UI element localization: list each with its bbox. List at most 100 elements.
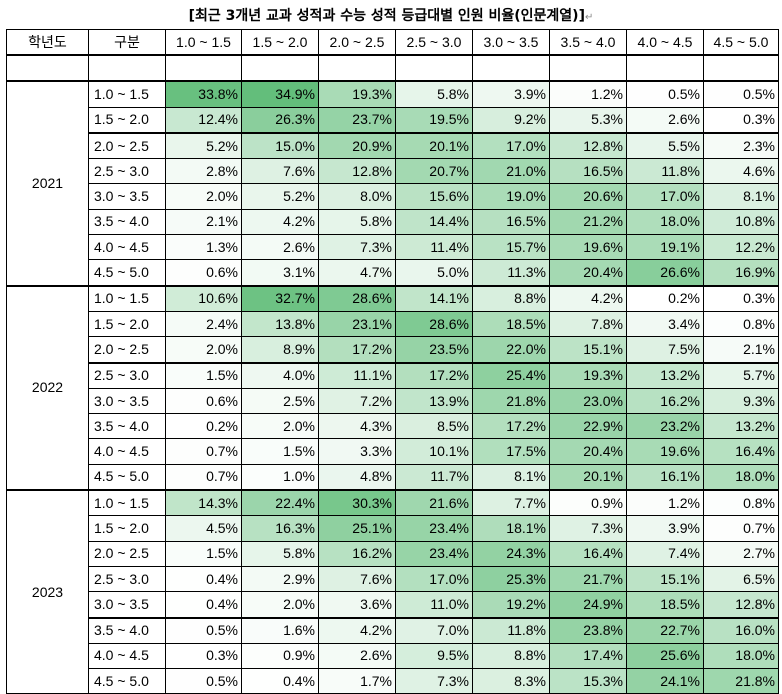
table-row: 1.5 ~ 2.0 4.5% 16.3% 25.1% 23.4% 18.1% 7.3% 3.9… <box>7 515 779 542</box>
value-cell: 20.6% <box>549 183 627 210</box>
table-row: 3.0 ~ 3.5 0.4% 2.0% 3.6% 11.0% 19.2% 24.9% 18.5… <box>7 591 779 618</box>
value-cell: 8.0% <box>318 183 396 210</box>
spacer-cell <box>318 55 396 83</box>
value-cell: 0.9% <box>241 642 319 669</box>
range-cell: 3.0 ~ 3.5 <box>88 183 166 210</box>
value-cell: 26.6% <box>626 259 704 286</box>
value-cell: 20.4% <box>549 438 627 465</box>
value-cell: 23.7% <box>318 106 396 133</box>
table-row: 4.0 ~ 4.5 1.3% 2.6% 7.3% 11.4% 15.7% 19.6% 19.1… <box>7 234 779 260</box>
value-cell: 7.6% <box>318 565 396 592</box>
spacer-cell <box>472 55 550 83</box>
value-cell: 16.0% <box>703 616 779 644</box>
value-cell: 8.3% <box>472 668 550 694</box>
header-cell-band: 1.0 ~ 1.5 <box>165 29 242 57</box>
table-body: 2021 1.0 ~ 1.5 33.8% 34.9% 19.3% 5.8% 3.9% 1.2%… <box>6 55 779 694</box>
value-cell: 7.3% <box>318 234 396 260</box>
value-cell: 16.4% <box>549 540 627 567</box>
spacer-cell <box>165 55 242 83</box>
header-cell-band: 4.5 ~ 5.0 <box>703 29 779 57</box>
value-cell: 4.3% <box>318 413 396 439</box>
value-cell: 5.5% <box>626 131 704 159</box>
table-row: 3.0 ~ 3.5 2.0% 5.2% 8.0% 15.6% 19.0% 20.6% 17.0… <box>7 183 779 210</box>
value-cell: 2.4% <box>165 310 242 337</box>
value-cell: 4.2% <box>241 208 319 235</box>
header-cell-band: 1.5 ~ 2.0 <box>241 29 319 57</box>
table-row: 4.5 ~ 5.0 0.5% 0.4% 1.7% 7.3% 8.3% 15.3% 24.1% 2… <box>7 668 779 694</box>
value-cell: 23.8% <box>549 616 627 644</box>
value-cell: 16.4% <box>703 438 779 465</box>
value-cell: 23.0% <box>549 387 627 414</box>
value-cell: 8.1% <box>472 463 550 491</box>
value-cell: 13.2% <box>703 413 779 439</box>
value-cell: 21.0% <box>472 158 550 184</box>
value-cell: 10.6% <box>165 284 242 312</box>
value-cell: 3.9% <box>472 80 550 108</box>
table-row: 2.0 ~ 2.5 5.2% 15.0% 20.9% 20.1% 17.0% 12.8% 5.… <box>7 131 779 159</box>
value-cell: 17.4% <box>549 642 627 669</box>
range-cell: 2.0 ~ 2.5 <box>88 540 166 567</box>
value-cell: 24.1% <box>626 668 704 694</box>
value-cell: 0.7% <box>165 463 242 491</box>
value-cell: 12.8% <box>703 591 779 618</box>
value-cell: 1.6% <box>241 616 319 644</box>
table-row: 4.5 ~ 5.0 0.6% 3.1% 4.7% 5.0% 11.3% 20.4% 26.6%… <box>7 259 779 286</box>
table-row: 1.5 ~ 2.0 2.4% 13.8% 23.1% 28.6% 18.5% 7.8% 3.4… <box>7 310 779 337</box>
value-cell: 2.6% <box>318 642 396 669</box>
value-cell: 23.5% <box>395 336 473 363</box>
value-cell: 0.5% <box>165 668 242 694</box>
value-cell: 25.1% <box>318 515 396 542</box>
value-cell: 15.6% <box>395 183 473 210</box>
table-row: 4.0 ~ 4.5 0.7% 1.5% 3.3% 10.1% 17.5% 20.4% 19.6… <box>7 438 779 465</box>
range-cell: 4.0 ~ 4.5 <box>88 234 166 260</box>
value-cell: 0.2% <box>626 284 704 312</box>
header-cell-category: 구분 <box>88 29 166 57</box>
value-cell: 12.4% <box>165 106 242 133</box>
value-cell: 17.2% <box>395 361 473 389</box>
value-cell: 0.2% <box>165 413 242 439</box>
value-cell: 22.0% <box>472 336 550 363</box>
value-cell: 4.2% <box>549 284 627 312</box>
range-cell: 3.0 ~ 3.5 <box>88 591 166 618</box>
year-cell: 2021 <box>6 80 89 287</box>
value-cell: 7.5% <box>626 336 704 363</box>
spacer-cell <box>6 55 89 83</box>
value-cell: 19.6% <box>549 234 627 260</box>
value-cell: 1.2% <box>549 80 627 108</box>
value-cell: 19.3% <box>549 361 627 389</box>
value-cell: 8.9% <box>241 336 319 363</box>
header-cell-band: 2.0 ~ 2.5 <box>318 29 396 57</box>
value-cell: 11.8% <box>472 616 550 644</box>
value-cell: 25.3% <box>472 565 550 592</box>
value-cell: 1.2% <box>626 489 704 516</box>
value-cell: 28.6% <box>395 310 473 337</box>
value-cell: 15.1% <box>549 336 627 363</box>
table-row: 2.5 ~ 3.0 1.5% 4.0% 11.1% 17.2% 25.4% 19.3% 13.… <box>7 361 779 389</box>
value-cell: 4.2% <box>318 616 396 644</box>
value-cell: 19.1% <box>626 234 704 260</box>
value-cell: 1.7% <box>318 668 396 694</box>
value-cell: 23.2% <box>626 413 704 439</box>
year-cell: 2022 <box>6 284 89 491</box>
spacer-row <box>6 55 779 83</box>
value-cell: 2.9% <box>241 565 319 592</box>
value-cell: 18.0% <box>703 463 779 491</box>
value-cell: 16.2% <box>626 387 704 414</box>
range-cell: 2.0 ~ 2.5 <box>88 336 166 363</box>
header-cell-band: 4.0 ~ 4.5 <box>626 29 704 57</box>
range-cell: 2.5 ~ 3.0 <box>88 158 166 184</box>
value-cell: 3.6% <box>318 591 396 618</box>
value-cell: 16.5% <box>472 208 550 235</box>
value-cell: 2.0% <box>241 591 319 618</box>
paragraph-mark-icon: ↵ <box>584 12 594 23</box>
value-cell: 0.7% <box>165 438 242 465</box>
value-cell: 3.9% <box>626 515 704 542</box>
value-cell: 20.7% <box>395 158 473 184</box>
range-cell: 1.5 ~ 2.0 <box>88 515 166 542</box>
value-cell: 0.3% <box>165 642 242 669</box>
value-cell: 16.1% <box>626 463 704 491</box>
value-cell: 1.3% <box>165 234 242 260</box>
value-cell: 28.6% <box>318 284 396 312</box>
value-cell: 0.5% <box>626 80 704 108</box>
range-cell: 2.0 ~ 2.5 <box>88 131 166 159</box>
